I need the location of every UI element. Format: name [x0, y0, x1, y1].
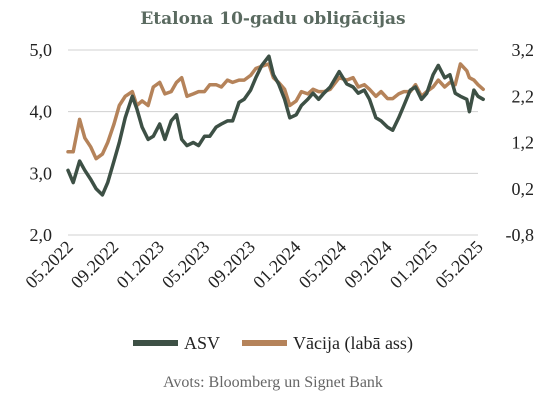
- left-tick-label: 4,0: [30, 102, 53, 122]
- right-axis: -0,8 0,2 1,2 2,2 3,2: [506, 40, 535, 245]
- x-tick-label: 01.2024: [249, 237, 305, 293]
- x-tick-label: 09.2023: [204, 237, 260, 293]
- x-tick-label: 05.2023: [158, 237, 214, 293]
- x-tick-label: 09.2024: [340, 237, 396, 293]
- right-tick-label: 3,2: [512, 40, 535, 60]
- left-tick-label: 2,0: [30, 225, 53, 245]
- source-note: Avots: Bloomberg un Signet Bank: [163, 374, 383, 391]
- x-tick-label: 05.2022: [21, 237, 77, 293]
- plot-area: [66, 54, 485, 197]
- series-line-asv: [66, 54, 485, 197]
- left-tick-label: 3,0: [30, 163, 53, 183]
- legend: ASV Vācija (labā ass): [133, 333, 413, 354]
- left-axis: 2,0 3,0 4,0 5,0: [30, 40, 53, 245]
- x-tick-label: 05.2025: [431, 237, 487, 293]
- left-tick-label: 5,0: [30, 40, 53, 60]
- right-tick-label: -0,8: [506, 225, 535, 245]
- x-tick-label: 01.2023: [112, 237, 168, 293]
- x-tick-label: 01.2025: [386, 237, 442, 293]
- x-axis: 05.202209.202201.202305.202309.202301.20…: [21, 237, 487, 293]
- right-tick-label: 2,2: [512, 86, 535, 106]
- right-tick-label: 1,2: [512, 133, 535, 153]
- x-tick-label: 05.2024: [295, 237, 351, 293]
- x-tick-label: 09.2022: [67, 237, 123, 293]
- legend-label-vacija: Vācija (labā ass): [293, 333, 413, 354]
- right-tick-label: 0,2: [512, 179, 535, 199]
- legend-label-asv: ASV: [184, 333, 220, 353]
- chart-title: Etalona 10-gadu obligācijas: [140, 9, 405, 29]
